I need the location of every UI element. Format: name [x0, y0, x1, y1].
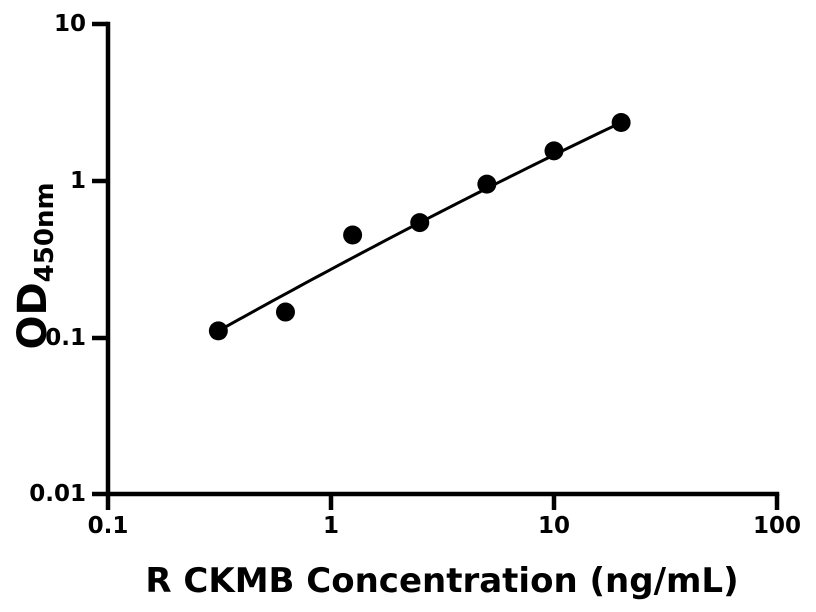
data-point [410, 213, 430, 233]
x-axis-tick-labels: 0.1 1 10 100 [88, 513, 801, 539]
y-axis-ticks [92, 21, 108, 497]
y-tick-label-0-1: 0.1 [45, 325, 86, 351]
y-tick-label-0-01: 0.01 [29, 481, 86, 507]
y-tick-label-10: 10 [54, 11, 86, 37]
data-point [611, 113, 631, 133]
y-tick-label-1: 1 [70, 168, 86, 194]
x-tick-label-1: 1 [323, 513, 339, 539]
x-tick-label-0-1: 0.1 [88, 513, 129, 539]
axis-spines [105, 21, 780, 497]
x-axis-title: R CKMB Concentration (ng/mL) [145, 561, 738, 601]
data-point [544, 141, 564, 161]
data-points [208, 113, 631, 341]
y-axis-title: OD450nm [10, 182, 60, 349]
x-tick-label-10: 10 [538, 513, 570, 539]
data-point [477, 174, 497, 194]
data-point [208, 321, 228, 341]
x-axis-ticks [105, 494, 780, 510]
y-axis-title-main: OD [10, 282, 56, 349]
x-tick-label-100: 100 [753, 513, 801, 539]
y-axis-tick-labels: 10 1 0.1 0.01 [29, 11, 86, 507]
data-point [343, 225, 363, 245]
data-point [275, 302, 295, 322]
y-axis-title-sub: 450nm [30, 182, 60, 282]
